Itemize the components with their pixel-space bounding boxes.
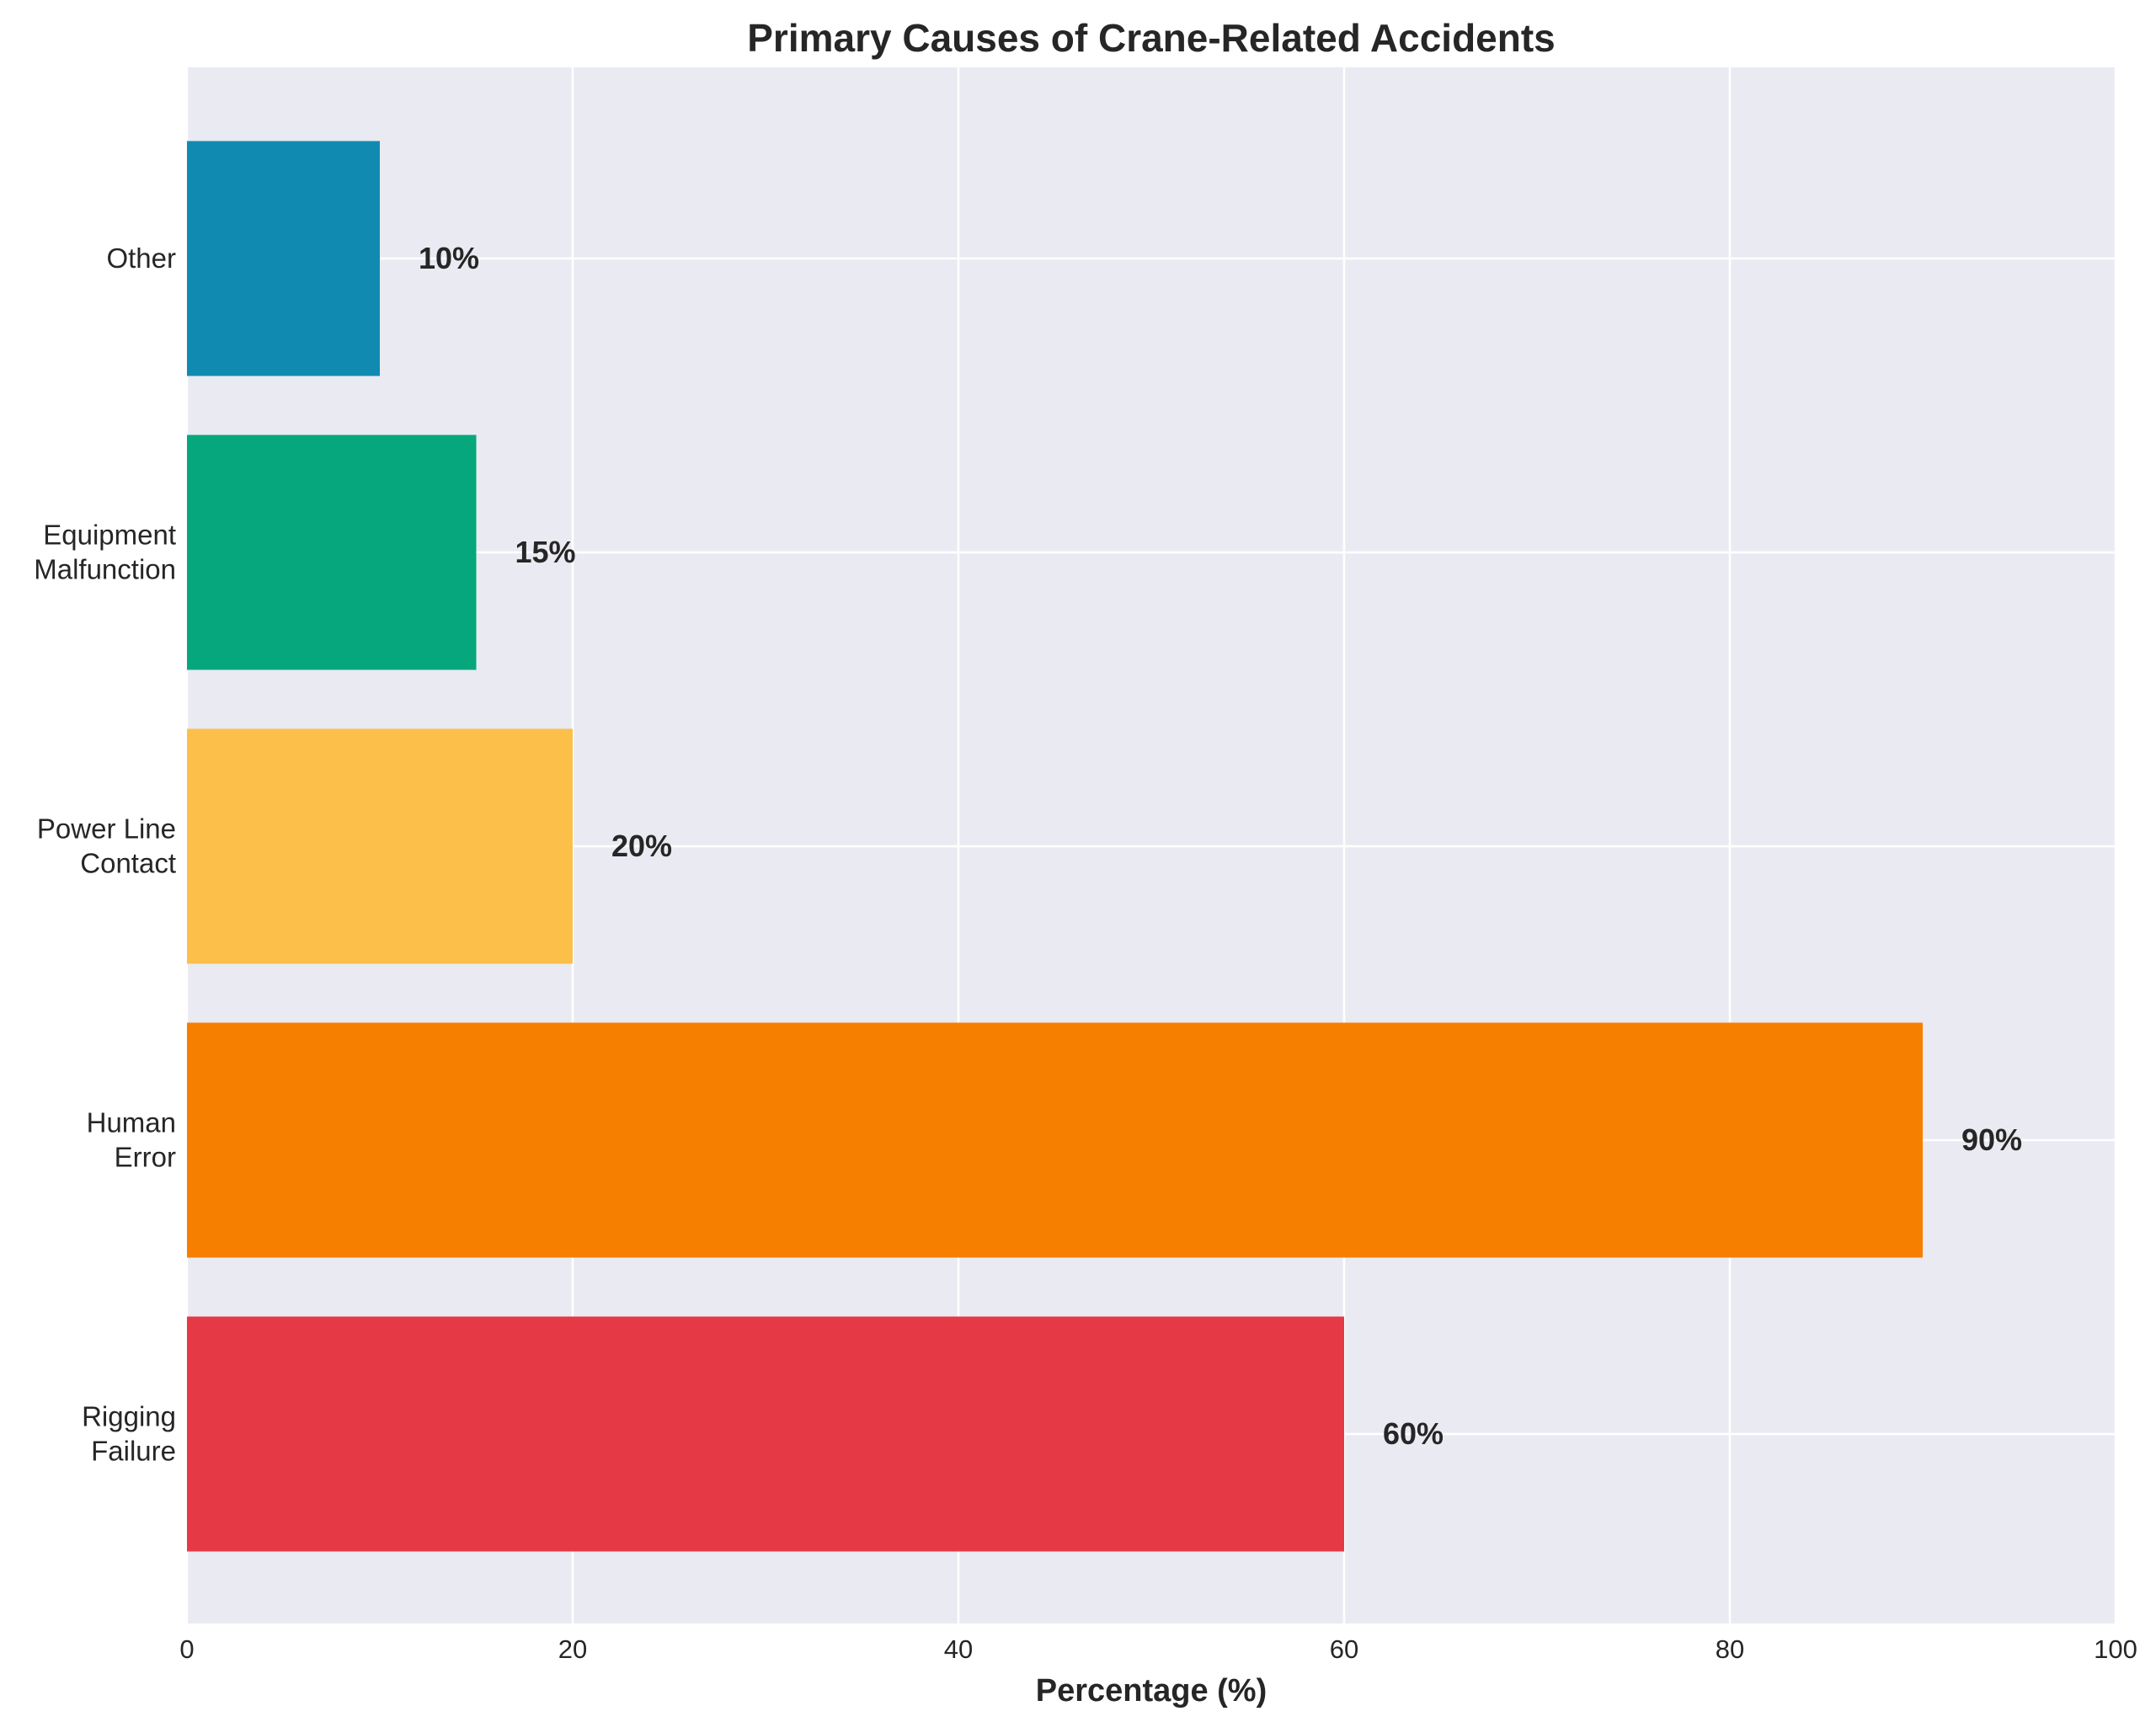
category-label-2: Power Line Contact xyxy=(37,813,176,879)
bar-4 xyxy=(187,141,380,376)
data-label-2: 20% xyxy=(611,829,672,863)
x-tick-label-2: 40 xyxy=(944,1634,973,1664)
data-label-0: 60% xyxy=(1383,1416,1444,1451)
chart-title: Primary Causes of Crane-Related Accident… xyxy=(747,16,1556,60)
x-tick-labels: 0 20 40 60 80 100 xyxy=(179,1634,2137,1664)
bar-1 xyxy=(187,1022,1923,1258)
y-tick-labels: Rigging Failure Human Error Power Line Contac… xyxy=(34,243,176,1467)
data-labels: 60% 90% 20% 15% 10% xyxy=(419,241,2022,1451)
bar-3 xyxy=(187,434,477,670)
bar-2 xyxy=(187,728,573,964)
x-tick-label-1: 20 xyxy=(558,1634,587,1664)
data-label-1: 90% xyxy=(1961,1122,2022,1157)
x-tick-label-0: 0 xyxy=(179,1634,194,1664)
x-tick-label-4: 80 xyxy=(1716,1634,1744,1664)
bar-0 xyxy=(187,1316,1344,1552)
bars xyxy=(187,141,1923,1552)
category-label-4: Other xyxy=(106,243,176,274)
x-axis-label: Percentage (%) xyxy=(1036,1673,1267,1709)
category-label-1: Human Error xyxy=(87,1107,176,1173)
data-label-4: 10% xyxy=(419,241,479,275)
x-tick-label-3: 60 xyxy=(1330,1634,1358,1664)
category-label-0: Rigging Failure xyxy=(82,1401,176,1467)
x-tick-label-5: 100 xyxy=(2094,1634,2137,1664)
data-label-3: 15% xyxy=(515,535,576,569)
category-label-3: Equipment Malfunction xyxy=(34,520,176,585)
